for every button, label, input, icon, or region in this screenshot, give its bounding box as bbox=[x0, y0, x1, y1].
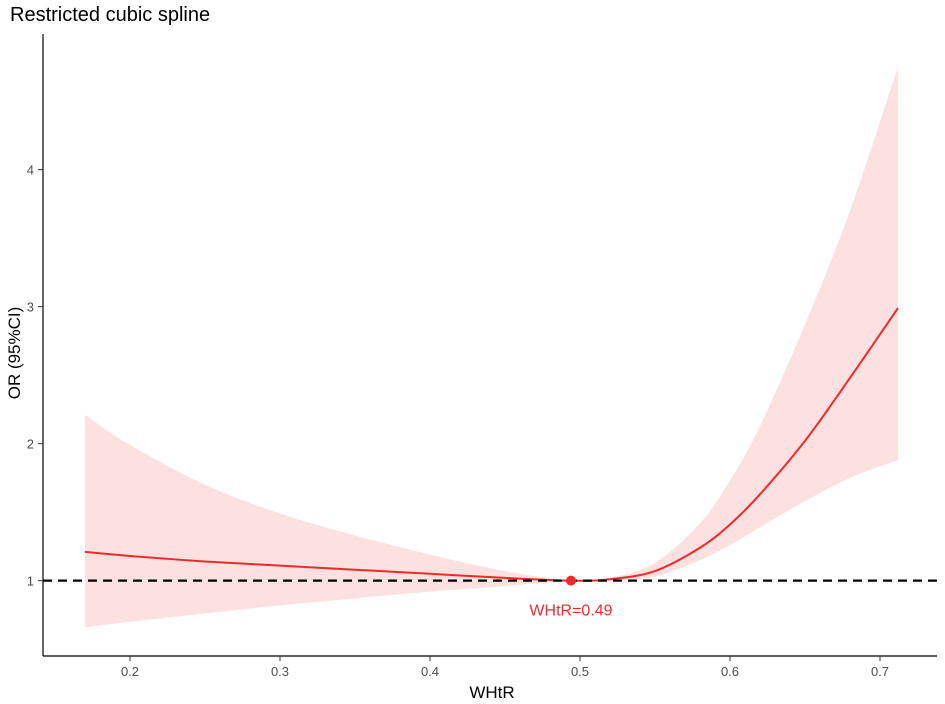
chart-title: Restricted cubic spline bbox=[10, 4, 210, 26]
y-axis-label: OR (95%CI) bbox=[5, 307, 24, 400]
y-tick-label: 2 bbox=[27, 437, 34, 452]
x-tick-label: 0.2 bbox=[121, 664, 139, 679]
plot-area: 0.2 0.3 0.4 0.5 0.6 0.7 1 2 3 4 WHtR=0.49 bbox=[27, 34, 937, 679]
y-tick-label: 1 bbox=[27, 574, 34, 589]
x-tick-label: 0.5 bbox=[571, 664, 589, 679]
ci-band bbox=[85, 66, 898, 628]
x-tick-label: 0.6 bbox=[721, 664, 739, 679]
y-tick-label: 3 bbox=[27, 300, 34, 315]
x-tick-label: 0.7 bbox=[871, 664, 889, 679]
x-tick-label: 0.3 bbox=[271, 664, 289, 679]
min-point-marker bbox=[566, 575, 576, 586]
min-point-label: WHtR=0.49 bbox=[529, 603, 612, 620]
x-axis-label: WHtR bbox=[469, 683, 514, 702]
y-tick-label: 4 bbox=[27, 163, 34, 178]
x-tick-label: 0.4 bbox=[421, 664, 439, 679]
